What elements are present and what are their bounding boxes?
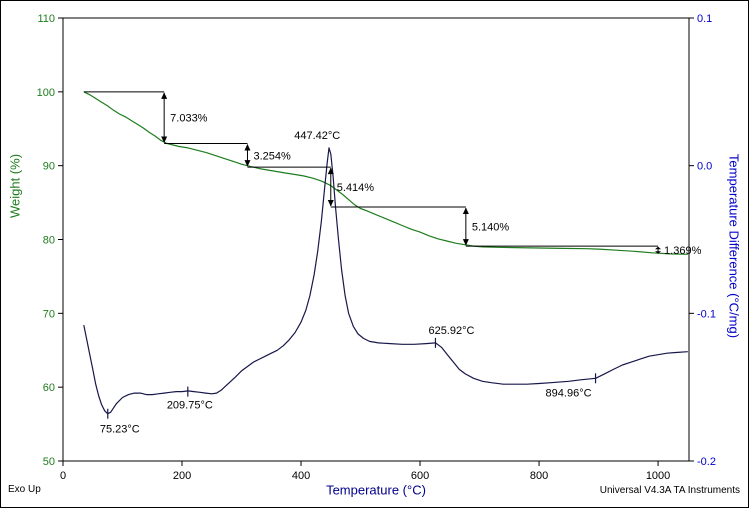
svg-text:60: 60	[43, 382, 55, 394]
svg-text:1000: 1000	[646, 470, 670, 482]
svg-text:0.1: 0.1	[697, 13, 712, 25]
svg-text:5.414%: 5.414%	[337, 182, 375, 194]
svg-text:100: 100	[37, 87, 55, 99]
svg-text:1.369%: 1.369%	[664, 245, 702, 257]
svg-text:0: 0	[60, 470, 66, 482]
svg-text:625.92°C: 625.92°C	[428, 325, 474, 337]
left-axis-title: Weight (%)	[7, 153, 23, 219]
svg-text:80: 80	[43, 235, 55, 247]
svg-text:894.96°C: 894.96°C	[546, 387, 592, 399]
svg-text:-0.2: -0.2	[697, 456, 716, 468]
svg-text:600: 600	[411, 470, 429, 482]
svg-text:400: 400	[292, 470, 310, 482]
x-axis-title: Temperature (°C)	[326, 482, 426, 498]
svg-text:209.75°C: 209.75°C	[167, 400, 213, 412]
svg-text:5.140%: 5.140%	[472, 222, 510, 234]
svg-text:-0.1: -0.1	[697, 308, 716, 320]
svg-text:447.42°C: 447.42°C	[294, 130, 340, 142]
svg-text:3.254%: 3.254%	[253, 150, 291, 162]
svg-text:800: 800	[530, 470, 548, 482]
svg-text:50: 50	[43, 456, 55, 468]
exo-up-label: Exo Up	[8, 484, 41, 495]
instrument-credit-label: Universal V4.3A TA Instruments	[599, 485, 740, 496]
svg-text:200: 200	[173, 470, 191, 482]
right-axis-title: Temperature Difference (°C/mg)	[726, 153, 742, 339]
svg-text:75.23°C: 75.23°C	[100, 424, 140, 436]
svg-text:110: 110	[37, 13, 55, 25]
svg-text:7.033%: 7.033%	[170, 113, 208, 125]
svg-text:0.0: 0.0	[697, 161, 712, 173]
svg-text:90: 90	[43, 161, 55, 173]
svg-text:70: 70	[43, 308, 55, 320]
